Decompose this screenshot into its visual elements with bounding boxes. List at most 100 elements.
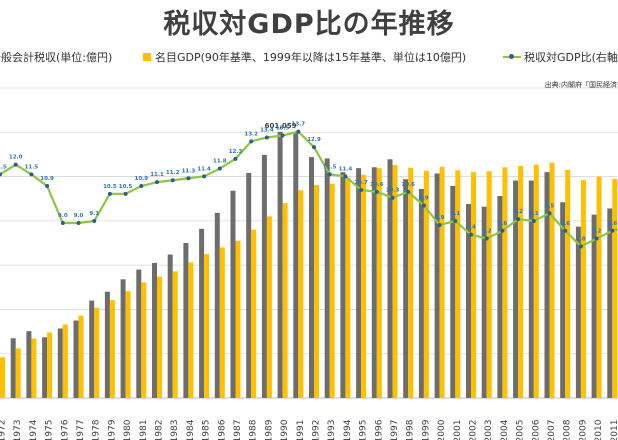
bar-gdp-2005 [518,165,524,398]
ratio-point-1997 [390,195,395,200]
bar-gdp-1999 [423,170,429,398]
ratio-point-1994 [343,174,348,179]
ratio-line [0,130,618,248]
bar-gdp-1996 [376,168,382,398]
bar-gdp-1990 [282,203,288,398]
ratio-point-1974 [29,172,34,177]
x-tick-label: 1988 [249,419,259,440]
x-tick-label: 2000 [437,419,447,440]
ratio-point-1972 [0,172,2,177]
bar-tax-1975 [42,337,48,398]
ratio-label-2009: 7.8 [576,236,586,242]
ratio-label-1991: 13.7 [292,122,306,128]
bar-tax-2006 [528,180,534,398]
legend-label-ratio: 税収対GDP比(右軸) [524,51,618,64]
legend-item-ratio: 税収対GDP比(右軸) [503,49,618,65]
ratio-point-1979 [107,191,112,196]
bar-gdp-1989 [266,216,272,398]
x-tick-label: 1984 [186,419,196,440]
ratio-label-2005: 9.2 [513,209,523,215]
bar-tax-1994 [340,172,346,398]
ratio-point-2003 [484,236,489,241]
x-tick-label: 1999 [421,419,431,440]
ratio-point-1982 [155,180,159,185]
bar-tax-1984 [183,243,189,398]
bar-gdp-1974 [31,338,37,398]
bar-tax-2007 [544,172,550,398]
bar-gdp-1995 [361,174,367,398]
x-tick-label: 1974 [29,419,39,440]
ratio-point-2001 [453,219,458,224]
bar-tax-1973 [10,338,16,398]
bar-tax-2003 [481,206,487,398]
bar-tax-1998 [403,179,409,398]
bar-gdp-2011 [612,178,618,398]
bar-tax-2005 [513,180,519,398]
ratio-point-1985 [202,174,207,179]
bar-gdp-1991 [298,190,304,398]
ratio-label-2006: 9.1 [529,211,539,217]
x-tick-label: 2003 [484,420,494,440]
x-tick-label: 1997 [390,420,400,440]
bar-gdp-1994 [345,178,351,398]
bar-gdp-2002 [471,172,476,398]
x-tick-label: 1996 [374,419,384,440]
x-tick-label: 1983 [170,420,180,440]
bar-tax-1980 [120,279,126,398]
x-tick-label: 2008 [563,419,573,440]
ratio-label-1994: 11.4 [339,166,353,172]
x-tick-label: 1981 [139,420,149,440]
bar-tax-2001 [450,185,456,398]
bar-tax-1977 [73,320,79,398]
bar-tax-1991 [293,133,299,398]
bar-gdp-2003 [486,171,492,398]
x-tick-label: 1978 [92,419,102,440]
ratio-point-2008 [563,228,568,233]
ratio-label-1981: 10.9 [135,176,149,182]
ratio-point-1984 [186,176,191,181]
bar-gdp-1993 [329,183,335,398]
x-tick-label: 1990 [280,419,290,440]
bar-tax-2011 [607,208,613,398]
bar-tax-1995 [356,168,362,398]
ratio-point-2007 [547,211,552,216]
ratio-label-1976: 9.0 [58,213,68,219]
bar-tax-1992 [309,157,314,398]
legend-item-gdp: 名目GDP(90年基準、1999年以降は15年基準、単位は10億円) [143,49,466,65]
ratio-point-2002 [469,232,473,237]
ratio-label-2002: 8.4 [466,225,476,231]
bar-tax-2002 [466,204,471,398]
x-tick-label: 1979 [107,419,117,440]
ratio-point-1993 [327,172,332,177]
legend-item-tax: 一般会計税収(単位:億円) [0,49,112,65]
x-tick-label: 1987 [233,420,243,440]
ratio-label-2003: 8.2 [482,229,492,235]
bar-tax-1976 [57,328,63,398]
ratio-label-1985: 11.4 [197,166,211,172]
ratio-point-1981 [139,184,144,189]
ratio-label-2004: 8.6 [498,221,508,227]
ratio-point-1999 [421,203,426,208]
ratio-label-2011: 8.6 [607,221,617,227]
bar-tax-1986 [214,212,220,398]
x-tick-label: 1995 [359,420,369,440]
x-tick-label: 1973 [13,420,23,440]
ratio-point-2004 [500,228,505,233]
bar-gdp-2000 [439,166,445,398]
ratio-point-1996 [374,189,379,194]
ratio-label-2007: 9.5 [545,203,555,209]
x-tick-label: 2004 [500,419,510,440]
bar-gdp-1978 [94,307,100,398]
ratio-point-1995 [359,187,364,192]
chart-title: 税収対GDP比の年推移 [163,9,455,40]
ratio-point-1990 [280,133,285,138]
ratio-point-1975 [45,184,50,189]
ratio-label-1987: 12.3 [229,149,243,155]
bar-gdp-2008 [565,169,571,398]
x-tick-label: 2006 [531,419,541,440]
x-tick-label: 1994 [343,419,353,440]
legend: 一般会計税収(単位:億円) 名目GDP(90年基準、1999年以降は15年基準、… [0,49,618,67]
x-tick-label: 2005 [516,420,526,440]
bar-gdp-1988 [251,229,257,398]
